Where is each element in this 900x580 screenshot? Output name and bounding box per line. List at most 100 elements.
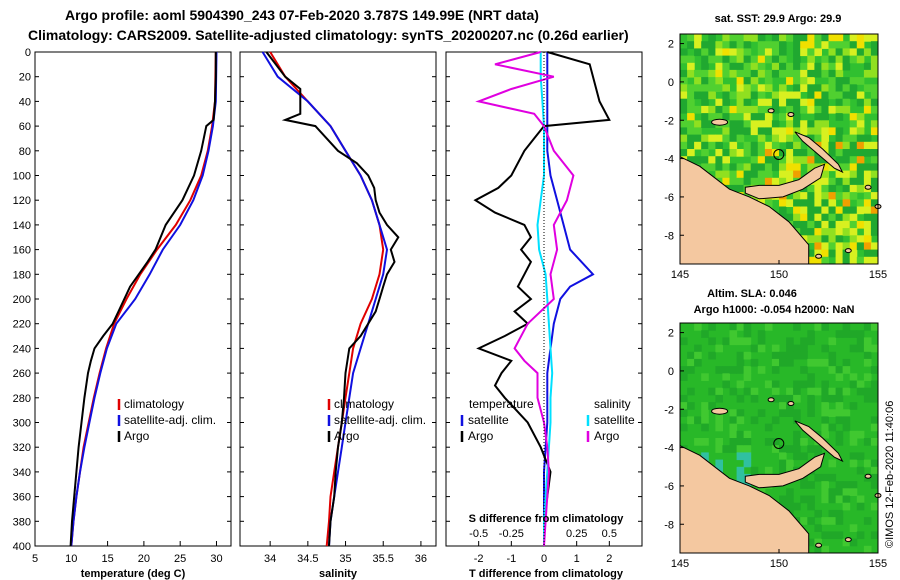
map-cell	[807, 55, 815, 64]
map-cell	[729, 423, 738, 432]
map-cell	[828, 55, 837, 64]
map-cell	[842, 488, 851, 496]
map-cell	[870, 98, 879, 107]
map-cell	[729, 91, 738, 100]
map-cell	[842, 249, 851, 258]
map-cell	[687, 84, 695, 92]
map-cell	[786, 149, 794, 157]
map-cell	[722, 134, 730, 143]
map-cell	[757, 120, 766, 128]
map-cell	[722, 55, 730, 64]
map-cell	[743, 337, 752, 346]
map-cell	[708, 351, 716, 360]
map-cell	[849, 77, 858, 85]
y-tick-label: -6	[664, 481, 674, 493]
map-cell	[835, 141, 844, 150]
map-cell	[764, 149, 773, 157]
map-cell	[870, 105, 879, 114]
map-cell	[870, 416, 879, 425]
map-cell	[835, 69, 844, 78]
map-cell	[722, 177, 730, 186]
map-cell	[687, 120, 695, 128]
map-cell	[694, 34, 702, 42]
map-cell	[835, 330, 844, 338]
map-cell	[870, 380, 879, 389]
map-cell	[701, 141, 709, 150]
map-cell	[729, 55, 738, 64]
map-cell	[814, 105, 822, 114]
map-cell	[835, 402, 844, 410]
map-cell	[722, 105, 730, 114]
map-cell	[863, 323, 872, 331]
map-cell	[743, 69, 752, 78]
map-cell	[729, 62, 738, 71]
map-cell	[849, 220, 858, 229]
map-cell	[715, 48, 723, 57]
map-cell	[800, 69, 808, 78]
legend-satellite: satellite-adj. clim.	[124, 413, 216, 427]
map-cell	[779, 149, 787, 157]
map-cell	[708, 402, 716, 410]
map-cell	[680, 402, 688, 410]
map-cell	[786, 495, 794, 504]
map-cell	[729, 69, 738, 78]
map-cell	[793, 41, 801, 49]
map-cell	[814, 242, 822, 251]
map-cell	[800, 156, 808, 164]
map-cell	[800, 77, 808, 85]
map-cell	[771, 351, 780, 360]
map-cell	[849, 113, 858, 121]
map-cell	[807, 34, 815, 42]
map-cell	[849, 163, 858, 172]
map-cell	[793, 105, 801, 114]
map-cell	[729, 41, 738, 49]
map-cell	[786, 351, 794, 360]
map-cell	[807, 445, 815, 453]
map-cell	[821, 402, 829, 410]
map-cell	[800, 48, 808, 57]
map-cell	[779, 199, 787, 207]
map-cell	[786, 409, 794, 417]
map-cell	[842, 62, 851, 71]
map-cell	[828, 409, 837, 417]
map-cell	[807, 134, 815, 143]
map-cell	[694, 127, 702, 136]
y-tick-label: 340	[13, 467, 31, 479]
series-argo	[69, 52, 217, 547]
map-cell	[849, 55, 858, 64]
map-cell	[849, 156, 858, 164]
map-cell	[715, 394, 723, 403]
map-cell	[814, 445, 822, 453]
map-cell	[729, 409, 738, 417]
map-cell	[849, 249, 858, 258]
map-cell	[856, 41, 865, 49]
map-cell	[786, 105, 794, 114]
map-cell	[856, 177, 865, 186]
x-tick-label: -2	[474, 553, 484, 565]
map-cell	[863, 84, 872, 92]
map-cell	[750, 91, 759, 100]
map-cell	[736, 358, 745, 367]
map-cell	[793, 62, 801, 71]
map-cell	[828, 177, 837, 186]
map-cell	[715, 170, 723, 179]
map-cell	[856, 77, 865, 85]
map-cell	[807, 199, 815, 207]
map-cell	[722, 127, 730, 136]
map-cell	[828, 337, 837, 346]
map-cell	[736, 177, 745, 186]
map-cell	[800, 127, 808, 136]
map-cell	[722, 149, 730, 157]
map-cell	[821, 517, 829, 525]
map-cell	[771, 380, 780, 389]
map-cell	[736, 323, 745, 331]
land-manus	[711, 118, 729, 126]
map-cell	[771, 387, 780, 396]
map-cell	[821, 41, 829, 49]
y-tick-label: -4	[664, 154, 674, 166]
map-cell	[828, 394, 837, 403]
map-cell	[842, 228, 851, 236]
map-cell	[722, 69, 730, 78]
map-cell	[680, 409, 688, 417]
map-cell	[828, 199, 837, 207]
